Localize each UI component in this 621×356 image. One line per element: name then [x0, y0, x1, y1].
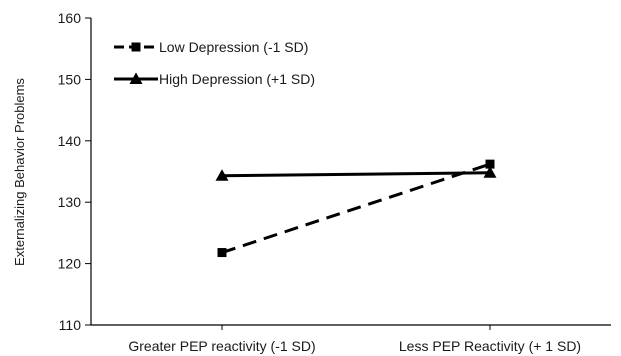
legend-label: High Depression (+1 SD)	[159, 71, 315, 87]
data-point	[483, 166, 497, 178]
legend-item: High Depression (+1 SD)	[114, 71, 315, 87]
y-axis-label: Externalizing Behavior Problems	[12, 78, 27, 266]
axes	[90, 18, 611, 326]
y-tick-label: 120	[58, 256, 82, 272]
y-tick-label: 110	[59, 317, 82, 333]
x-category-label: Less PEP Reactivity (+ 1 SD)	[399, 338, 581, 354]
legend-item: Low Depression (-1 SD)	[114, 39, 308, 55]
series-high-depression	[215, 166, 497, 181]
y-tick-label: 130	[58, 194, 82, 210]
legend-label: Low Depression (-1 SD)	[159, 39, 308, 55]
data-point	[217, 248, 227, 258]
x-categories: Greater PEP reactivity (-1 SD) Less PEP R…	[128, 325, 581, 354]
y-ticks: 110 120 130 140 150 160	[58, 10, 91, 333]
data-point	[215, 169, 229, 181]
y-tick-label: 140	[58, 133, 82, 149]
series-line	[221, 171, 491, 178]
data-point	[485, 159, 495, 169]
legend-marker	[129, 72, 143, 84]
x-category-label: Greater PEP reactivity (-1 SD)	[128, 338, 315, 354]
series-low-depression	[217, 159, 495, 258]
y-tick-label: 160	[58, 10, 82, 26]
series-layer	[215, 159, 497, 258]
legend: Low Depression (-1 SD) High Depression (+…	[114, 39, 315, 87]
legend-marker	[131, 42, 141, 52]
series-line	[221, 162, 491, 254]
y-tick-label: 150	[58, 71, 82, 87]
